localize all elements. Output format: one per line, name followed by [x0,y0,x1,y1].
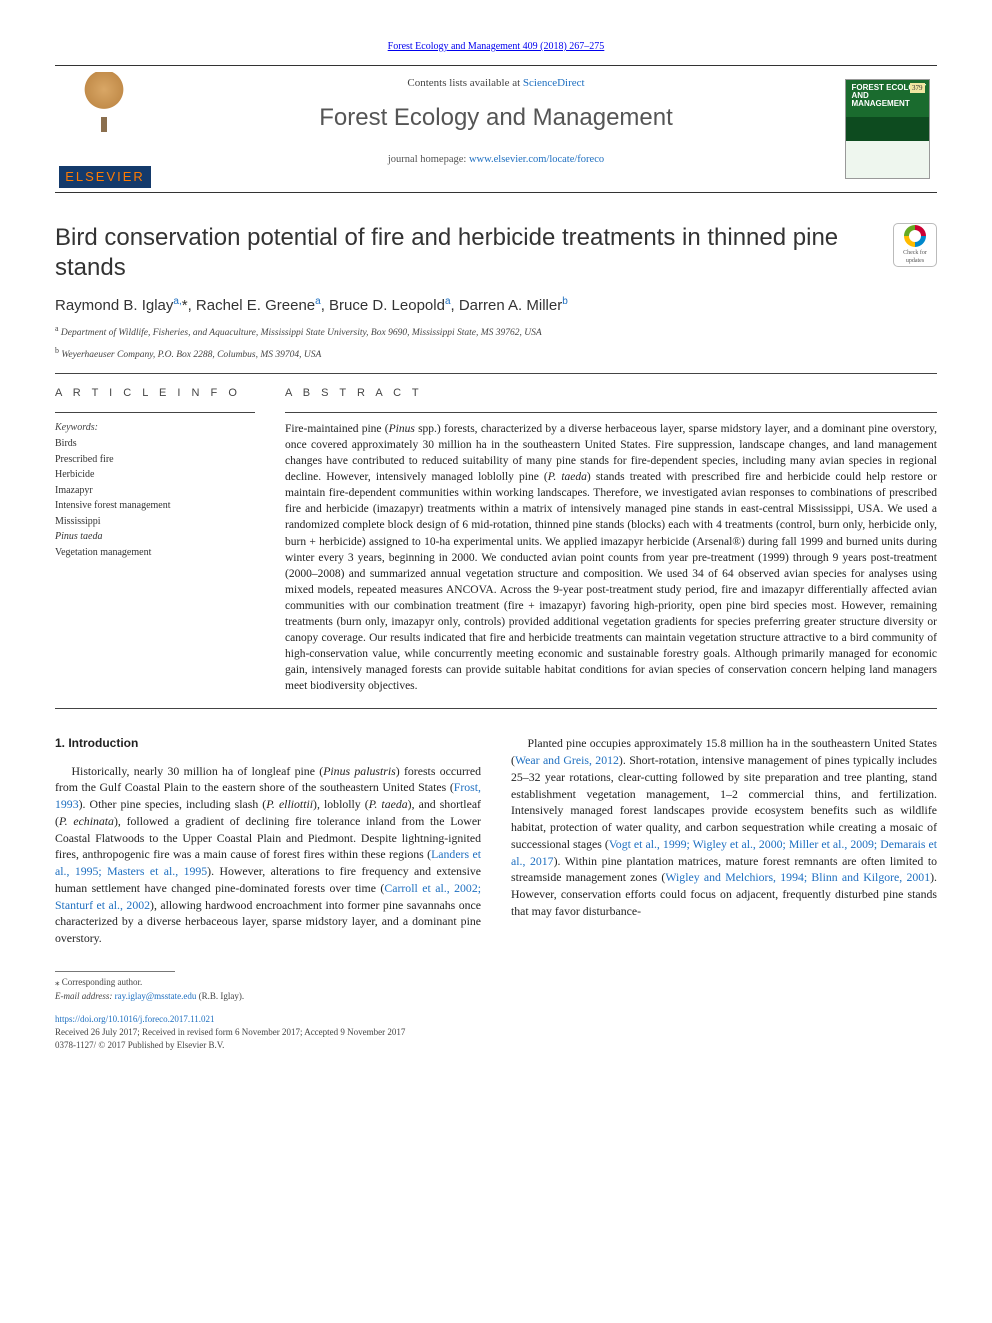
journal-cover-thumbnail: FOREST ECOLOGY AND MANAGEMENT 379 [845,79,930,179]
doi-link[interactable]: https://doi.org/10.1016/j.foreco.2017.11… [55,1014,215,1024]
keywords-list: BirdsPrescribed fireHerbicideImazapyrInt… [55,437,255,560]
abstract-short-rule [285,412,937,413]
info-abstract-row: A R T I C L E I N F O Keywords: BirdsPre… [55,386,937,695]
footer: ⁎ Corresponding author. E-mail address: … [55,971,937,1052]
keyword: Birds [55,437,255,452]
received-line: Received 26 July 2017; Received in revis… [55,1026,937,1039]
keyword: Imazapyr [55,484,255,499]
title-row: Bird conservation potential of fire and … [55,223,937,283]
corresponding-email-link[interactable]: ray.iglay@msstate.edu [115,991,197,1001]
article-title: Bird conservation potential of fire and … [55,223,883,283]
publisher-name: ELSEVIER [59,166,151,189]
elsevier-tree-icon [59,72,149,162]
abstract-body: Fire-maintained pine (Pinus spp.) forest… [285,421,937,695]
homepage-prefix: journal homepage: [388,154,469,165]
keyword: Intensive forest management [55,499,255,514]
homepage-line: journal homepage: www.elsevier.com/locat… [165,152,827,167]
doi-line: https://doi.org/10.1016/j.foreco.2017.11… [55,1013,937,1026]
crossmark-text-1: Check for [903,249,927,258]
email-person: (R.B. Iglay). [199,991,245,1001]
article-info-col: A R T I C L E I N F O Keywords: BirdsPre… [55,386,255,695]
page-root: Forest Ecology and Management 409 (2018)… [0,0,992,1082]
divider-2 [55,708,937,709]
crossmark-badge[interactable]: Check for updates [893,223,937,267]
intro-heading: 1. Introduction [55,735,481,752]
keyword: Prescribed fire [55,453,255,468]
info-short-rule [55,412,255,413]
publisher-logo-area: ELSEVIER [55,66,155,193]
banner-center: Contents lists available at ScienceDirec… [155,66,837,193]
keywords-label: Keywords: [55,421,255,436]
email-line: E-mail address: ray.iglay@msstate.edu (R… [55,990,937,1003]
affiliation: b Weyerhaeuser Company, P.O. Box 2288, C… [55,345,937,363]
affiliation: a Department of Wildlife, Fisheries, and… [55,323,937,341]
divider [55,373,937,374]
top-journal-ref: Forest Ecology and Management 409 (2018)… [55,40,937,55]
top-journal-ref-link[interactable]: Forest Ecology and Management 409 (2018)… [388,41,605,52]
corresponding-author-note: ⁎ Corresponding author. [55,976,937,989]
journal-banner: ELSEVIER Contents lists available at Sci… [55,65,937,194]
journal-name: Forest Ecology and Management [165,101,827,136]
affiliations: a Department of Wildlife, Fisheries, and… [55,323,937,363]
keyword: Mississippi [55,515,255,530]
email-label: E-mail address: [55,991,112,1001]
contents-line: Contents lists available at ScienceDirec… [165,76,827,92]
contents-prefix: Contents lists available at [407,77,522,89]
intro-paragraph: Historically, nearly 30 million ha of lo… [55,763,481,947]
cover-issue-number: 379 [910,83,925,93]
copyright-line: 0378-1127/ © 2017 Published by Elsevier … [55,1039,937,1052]
keyword: Vegetation management [55,546,255,561]
abstract-head: A B S T R A C T [285,386,937,402]
article-info-head: A R T I C L E I N F O [55,386,255,402]
body-two-column: 1. Introduction Historically, nearly 30 … [55,735,937,946]
crossmark-text-2: updates [906,257,924,266]
keyword: Pinus taeda [55,530,255,545]
keyword: Herbicide [55,468,255,483]
introduction-section: 1. Introduction Historically, nearly 30 … [55,735,937,946]
sciencedirect-link[interactable]: ScienceDirect [523,77,585,89]
intro-paragraph: Planted pine occupies approximately 15.8… [511,735,937,919]
abstract-col: A B S T R A C T Fire-maintained pine (Pi… [285,386,937,695]
cover-thumb-area: FOREST ECOLOGY AND MANAGEMENT 379 [837,66,937,193]
journal-homepage-link[interactable]: www.elsevier.com/locate/foreco [469,154,604,165]
crossmark-icon [904,225,926,247]
footer-rule [55,971,175,972]
author-line: Raymond B. Iglaya,*, Rachel E. Greenea, … [55,295,937,317]
